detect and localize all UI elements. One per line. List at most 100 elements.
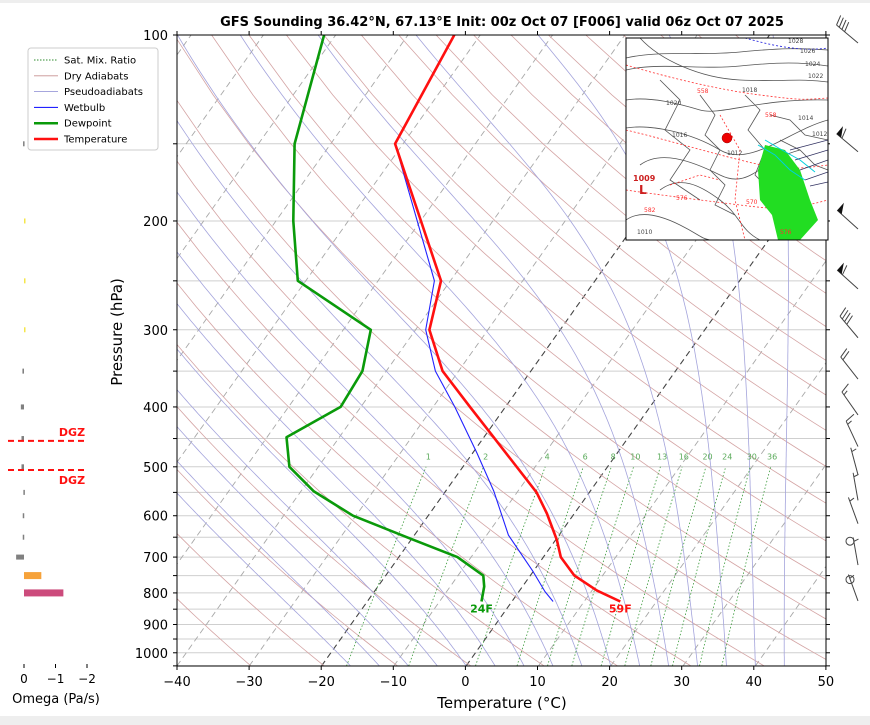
pseudoadiabat <box>177 426 409 666</box>
dry-adiabat <box>286 35 826 504</box>
height-contour <box>626 64 828 100</box>
mixing-ratio-line <box>624 466 683 666</box>
isobar <box>769 114 828 141</box>
isobar <box>639 38 828 83</box>
inset-map-frame <box>625 37 829 241</box>
surface-temperature-label: 59F <box>609 602 632 615</box>
mixing-ratio-label: 24 <box>722 452 732 461</box>
dry-adiabat <box>248 35 826 542</box>
temperature-line <box>393 35 621 603</box>
height-label: 576 <box>676 195 688 202</box>
isobar-label: 1026 <box>800 48 815 55</box>
barb-full <box>846 315 853 325</box>
legend-box <box>27 47 159 151</box>
legend-label: Pseudoadiabats <box>64 87 143 98</box>
y-tick-label: 600 <box>143 510 168 525</box>
wind-barb <box>852 472 859 501</box>
mixing-ratio-line <box>346 466 427 666</box>
dry-adiabat <box>211 35 826 580</box>
pseudoadiabat <box>177 389 438 666</box>
barb-flag <box>837 262 844 275</box>
barb-shaft <box>839 315 859 339</box>
x-tick-label: 50 <box>818 675 835 690</box>
omega-bar <box>24 327 26 333</box>
legend-label: Temperature <box>63 135 127 146</box>
barb-shaft <box>850 447 859 475</box>
height-label: 558 <box>765 112 777 119</box>
omega-bar <box>21 436 24 442</box>
isotherm <box>177 35 553 565</box>
inset-height-labels: 558 558 570 576 576 582 <box>644 88 792 236</box>
dry-adiabat <box>177 406 472 666</box>
isobar <box>659 182 761 240</box>
low-pressure-value: 1009 <box>633 174 656 183</box>
mixing-ratio-label: 2 <box>483 452 488 461</box>
mixing-ratio-line <box>672 466 727 666</box>
pseudoadiabat <box>317 35 669 666</box>
barb-half <box>851 448 857 453</box>
x-tick-label: 20 <box>601 675 618 690</box>
pseudoadiabat <box>668 35 756 666</box>
isobar-label: 1012 <box>812 131 827 138</box>
x-tick-label: −30 <box>235 675 262 690</box>
isobar-label: 1020 <box>666 100 681 107</box>
pseudoadiabat <box>177 460 380 666</box>
barb-shaft <box>852 537 859 566</box>
pseudoadiabat <box>177 492 351 666</box>
surface-dewpoint-label: 24F <box>470 602 493 615</box>
y-tick-label: 100 <box>143 29 168 44</box>
cyan-contour <box>764 139 816 173</box>
precip-area <box>758 145 818 240</box>
inset-cyan-contours <box>757 139 816 181</box>
legend-label: Dewpoint <box>64 119 112 130</box>
wind-barb <box>836 126 859 153</box>
cyan-contour <box>757 144 806 181</box>
barb-shaft <box>847 497 859 524</box>
omega-bar <box>24 572 42 580</box>
height-label: 582 <box>644 207 656 214</box>
omega-tick-label: 0 <box>20 672 28 686</box>
plot-area: 1 2 4 6 8 10 13 16 20 24 30 36 <box>177 35 826 666</box>
isobar <box>626 62 828 71</box>
wind-barb <box>845 413 859 447</box>
wind-barb <box>836 15 859 44</box>
barb-full <box>841 383 849 393</box>
height-contour <box>719 114 746 240</box>
omega-tick-label: −1 <box>47 672 65 686</box>
barb-full <box>842 351 850 361</box>
height-label: 576 <box>780 229 792 236</box>
y-tick-label: 300 <box>143 324 168 339</box>
barb-shaft <box>847 574 859 602</box>
y-axis-label: Pressure (hPa) <box>108 278 126 386</box>
x-tick-label: −10 <box>380 675 407 690</box>
profiles <box>285 35 621 603</box>
isotherm <box>177 35 626 666</box>
omega-bar <box>22 368 24 374</box>
omega-bar <box>24 218 26 224</box>
dry-adiabat <box>435 35 826 361</box>
border <box>744 94 771 191</box>
height-label: 570 <box>746 199 758 206</box>
isobar-label: 1028 <box>788 38 803 45</box>
pseudoadiabat <box>177 251 525 666</box>
isobar-label: 1022 <box>808 73 823 80</box>
pseudoadiabat <box>415 35 698 666</box>
omega-bar <box>20 404 24 410</box>
legend-label: Sat. Mix. Ratio <box>64 56 136 67</box>
dry-adiabat <box>177 38 826 620</box>
barb-shaft <box>852 472 859 501</box>
barb-half <box>843 390 848 396</box>
pseudoadiabats <box>177 35 789 666</box>
border <box>699 94 736 216</box>
barb-shaft <box>845 420 859 447</box>
height-label: 558 <box>697 88 709 95</box>
mixing-ratio-line <box>721 466 772 666</box>
dry-adiabat <box>177 160 765 666</box>
wetbulb-line <box>394 35 554 602</box>
dry-adiabat <box>177 99 826 660</box>
barb-full <box>840 348 848 358</box>
barb-full <box>839 307 847 317</box>
isotherm <box>177 35 481 463</box>
location-marker <box>721 132 733 144</box>
